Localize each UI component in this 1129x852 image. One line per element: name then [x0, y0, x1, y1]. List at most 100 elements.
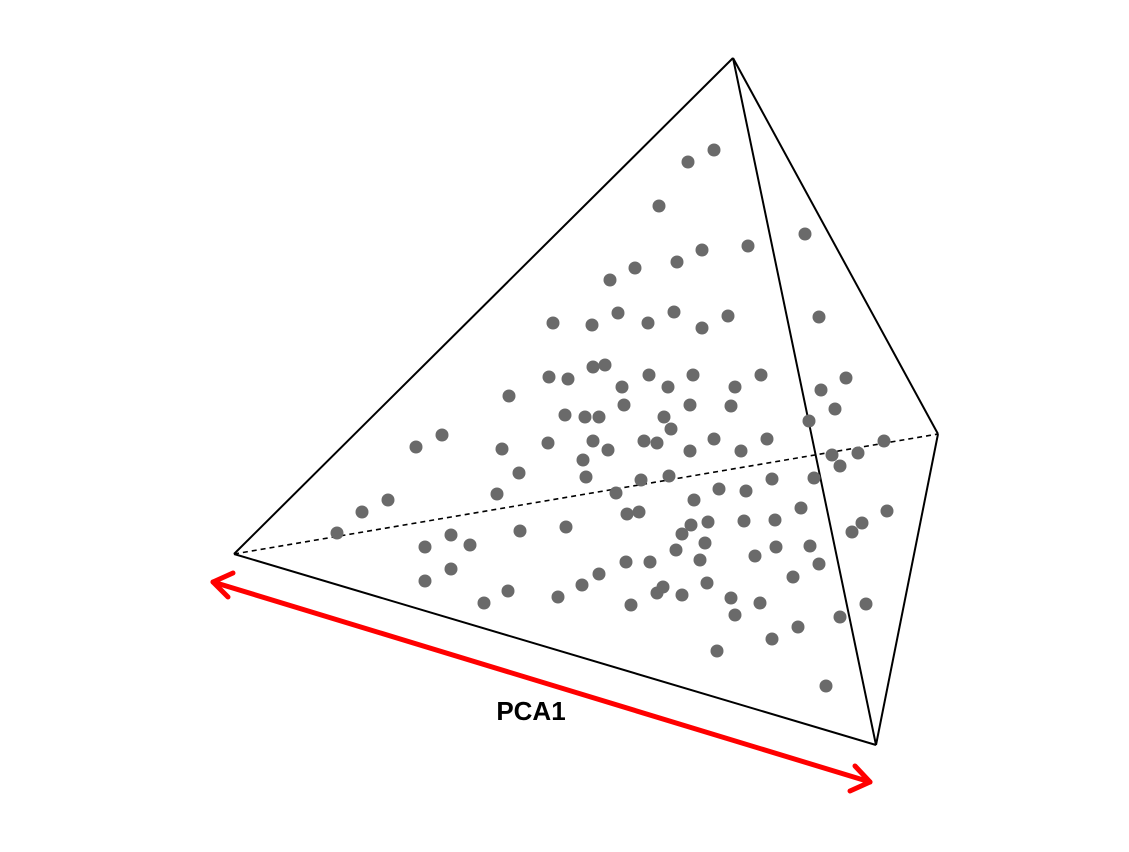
data-point [724, 399, 738, 413]
data-points [330, 143, 894, 693]
data-point [601, 443, 615, 457]
data-point [477, 596, 491, 610]
data-point [546, 316, 560, 330]
data-point [695, 321, 709, 335]
data-point [611, 306, 625, 320]
data-point [652, 199, 666, 213]
data-point [632, 505, 646, 519]
data-point [615, 380, 629, 394]
data-point [617, 398, 631, 412]
data-point [576, 453, 590, 467]
data-point [667, 305, 681, 319]
data-point [418, 540, 432, 554]
data-point [542, 370, 556, 384]
data-point [712, 482, 726, 496]
data-point [807, 471, 821, 485]
data-point [642, 368, 656, 382]
data-point [586, 434, 600, 448]
data-point [609, 486, 623, 500]
data-point [695, 243, 709, 257]
data-point [501, 584, 515, 598]
edge-left-to-bottom [233, 553, 877, 746]
data-point [687, 493, 701, 507]
data-point [765, 472, 779, 486]
data-point [803, 539, 817, 553]
data-point [707, 143, 721, 157]
data-point [620, 507, 634, 521]
edge-apex-to-bottom [732, 57, 877, 746]
data-point [683, 444, 697, 458]
data-point [833, 459, 847, 473]
data-point [768, 513, 782, 527]
data-point [880, 504, 894, 518]
data-point [839, 371, 853, 385]
data-point [683, 398, 697, 412]
data-point [598, 358, 612, 372]
data-point [701, 515, 715, 529]
data-point [628, 261, 642, 275]
data-point [650, 436, 664, 450]
data-point [681, 155, 695, 169]
data-point [707, 432, 721, 446]
data-point [490, 487, 504, 501]
data-point [812, 557, 826, 571]
data-point [741, 239, 755, 253]
data-point [592, 567, 606, 581]
data-point [794, 501, 808, 515]
edge-left-to-apex [233, 57, 734, 555]
data-point [819, 679, 833, 693]
data-point [656, 580, 670, 594]
data-point [662, 469, 676, 483]
data-point [728, 608, 742, 622]
data-point [675, 527, 689, 541]
data-point [769, 540, 783, 554]
data-point [748, 549, 762, 563]
data-point [686, 368, 700, 382]
data-point [381, 493, 395, 507]
data-point [634, 473, 648, 487]
data-point [619, 555, 633, 569]
data-point [812, 310, 826, 324]
edge-right-to-bottom [875, 433, 939, 746]
data-point [670, 255, 684, 269]
data-point [637, 434, 651, 448]
data-point [585, 318, 599, 332]
data-point [495, 442, 509, 456]
pca1-arrowhead-right [847, 763, 873, 794]
pca1-arrowhead-left [210, 570, 236, 600]
edge-apex-to-right [732, 57, 939, 435]
data-point [734, 444, 748, 458]
data-point [814, 383, 828, 397]
data-point [724, 591, 738, 605]
data-point [409, 440, 423, 454]
data-point [661, 380, 675, 394]
data-point [541, 436, 555, 450]
data-point [700, 576, 714, 590]
data-point [669, 543, 683, 557]
data-point [855, 516, 869, 530]
data-point [330, 526, 344, 540]
tetrahedron-edges [233, 57, 939, 746]
data-point [418, 574, 432, 588]
data-point [444, 528, 458, 542]
data-point [710, 644, 724, 658]
pca1-arrow [210, 570, 873, 794]
data-point [798, 227, 812, 241]
data-point [435, 428, 449, 442]
data-point [737, 514, 751, 528]
data-point [664, 422, 678, 436]
data-point [877, 434, 891, 448]
data-point [641, 316, 655, 330]
data-point [786, 570, 800, 584]
data-point [559, 520, 573, 534]
data-point [698, 536, 712, 550]
data-point [551, 590, 565, 604]
data-point [512, 466, 526, 480]
data-point [721, 309, 735, 323]
data-point [760, 432, 774, 446]
data-point [444, 562, 458, 576]
data-point [739, 484, 753, 498]
data-point [624, 598, 638, 612]
data-point [833, 610, 847, 624]
